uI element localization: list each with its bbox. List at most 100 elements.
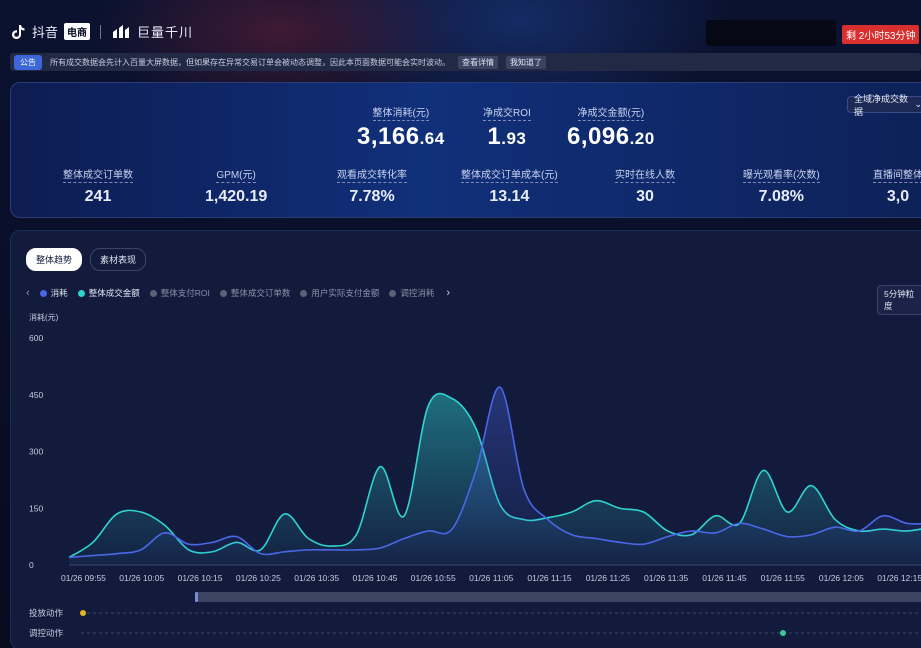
y-tick-label: 300 [29, 447, 43, 457]
chevron-down-icon: ⌄ [914, 99, 921, 110]
announcement-bar: 公告 所有成交数据会先计入百量大屏数据，但如果存在异常交易订单会被动态调整，因此… [10, 53, 921, 71]
granularity-select[interactable]: 5分钟粒度 [877, 285, 921, 315]
kpi-value: 6,096.20 [567, 123, 655, 150]
announcement-tag: 公告 [14, 54, 42, 70]
legend-prev-icon[interactable]: ‹ [26, 287, 30, 299]
x-tick-label: 01/26 11:55 [761, 573, 806, 583]
action-marker-control [780, 630, 786, 636]
y-tick-label: 450 [29, 390, 43, 400]
legend-item-order-count[interactable]: 整体成交订单数 [219, 287, 291, 299]
kpi-label: GPM(元) [216, 166, 256, 183]
series-area-gmv [69, 393, 921, 565]
x-tick-label: 01/26 09:55 [61, 573, 106, 583]
x-tick-label: 01/26 10:05 [119, 573, 164, 583]
brand-ec-badge: 电商 [64, 23, 91, 40]
legend-dot [77, 289, 85, 297]
kpi-net-roi[interactable]: 净成交ROI 1.93 [483, 103, 531, 151]
kpi-label: 实时在线人数 [615, 166, 675, 183]
kpi-gpm[interactable]: GPM(元) 1,420.19 [205, 165, 267, 206]
kpi-online-users[interactable]: 实时在线人数 30 [615, 165, 675, 206]
legend-label: 用户实际支付金额 [311, 288, 380, 298]
legend-item-gmv[interactable]: 整体成交金额 [77, 287, 140, 299]
kpi-panel: 整体消耗(元) 3,166.64 净成交ROI 1.93 净成交金额(元) 6,… [10, 82, 921, 218]
legend-label: 整体支付ROI [160, 288, 210, 298]
x-tick-label: 01/26 10:45 [353, 573, 398, 583]
kpi-exposure-view-rate[interactable]: 曝光观看率(次数) 7.08% [743, 165, 820, 206]
kpi-order-cost[interactable]: 整体成交订单成本(元) 13.14 [461, 165, 558, 206]
kpi-value: 3,0 [886, 188, 910, 205]
x-tick-label: 01/26 11:05 [469, 573, 514, 583]
x-tick-label: 01/26 10:55 [411, 573, 456, 583]
brand-qianchuan-text: 巨量千川 [137, 25, 194, 40]
kpi-value: 1,420.19 [205, 188, 268, 205]
action-row-label: 调控动作 [29, 628, 64, 638]
kpi-value: 7.08% [758, 188, 805, 205]
action-marker-launch [80, 610, 86, 616]
brand-logo[interactable]: 抖音 电商 巨量千川 [10, 22, 193, 41]
y-tick-label: 600 [29, 333, 43, 343]
trend-chart-panel: 整体趋势 素材表现 ‹ 消耗 整体成交金额 整体支付ROI 整体成交订单数 用户… [10, 230, 921, 648]
legend-dot [389, 289, 397, 297]
kpi-label: 曝光观看率(次数) [743, 166, 820, 183]
kpi-label: 净成交ROI [483, 104, 531, 121]
legend-dot [39, 289, 47, 297]
tab-material-performance[interactable]: 素材表现 [90, 248, 147, 271]
data-scope-select-value: 全域净成交数据 [854, 93, 909, 117]
legend-label: 整体成交金额 [88, 288, 140, 298]
kpi-room-overall[interactable]: 直播间整体 3,0 [873, 165, 921, 206]
chart-tabs: 整体趋势 素材表现 [26, 248, 147, 271]
legend-item-cost[interactable]: 消耗 [39, 287, 68, 299]
kpi-value: 3,166.64 [357, 123, 445, 150]
kpi-value: 7.78% [349, 188, 395, 205]
kpi-label: 直播间整体 [873, 166, 921, 183]
action-row-label: 投放动作 [29, 608, 64, 618]
countdown-badge: 剩 2小时53分钟 [842, 25, 920, 44]
y-tick-label: 150 [29, 503, 43, 513]
x-tick-label: 01/26 10:35 [294, 573, 339, 583]
announcement-text: 所有成交数据会先计入百量大屏数据，但如果存在异常交易订单会被动态调整，因此本页面… [50, 57, 450, 67]
range-slider-handle [195, 592, 198, 602]
legend-item-control-cost[interactable]: 调控消耗 [389, 287, 434, 299]
x-tick-label: 01/26 12:05 [819, 573, 864, 583]
kpi-value: 1.93 [487, 123, 527, 150]
series-area-cost [69, 387, 921, 565]
series-line-cost [68, 386, 921, 559]
kpi-order-count[interactable]: 整体成交订单数 241 [63, 165, 133, 206]
legend-label: 消耗 [50, 288, 68, 298]
kpi-label: 观看成交转化率 [337, 166, 407, 183]
kpi-value: 30 [636, 188, 654, 205]
chart-legend: ‹ 消耗 整体成交金额 整体支付ROI 整体成交订单数 用户实际支付金额 调控消… [26, 287, 450, 299]
kpi-label: 整体成交订单数 [63, 166, 133, 183]
kpi-net-gmv[interactable]: 净成交金额(元) 6,096.20 [567, 103, 655, 151]
legend-item-actual-paid[interactable]: 用户实际支付金额 [300, 287, 379, 299]
kpi-conversion-rate[interactable]: 观看成交转化率 7.78% [337, 165, 407, 206]
legend-item-roi[interactable]: 整体支付ROI [149, 287, 210, 299]
kpi-value: 241 [84, 188, 112, 205]
legend-dot [300, 289, 308, 297]
x-tick-label: 01/26 11:45 [702, 573, 747, 583]
announcement-dismiss-button[interactable]: 我知道了 [506, 55, 546, 69]
brand-divider [100, 24, 102, 39]
legend-next-icon[interactable]: › [446, 287, 451, 299]
announcement-detail-button[interactable]: 查看详情 [458, 55, 498, 69]
x-tick-label: 01/26 10:15 [178, 573, 223, 583]
kpi-label: 净成交金额(元) [577, 104, 645, 121]
kpi-total-cost[interactable]: 整体消耗(元) 3,166.64 [357, 103, 445, 151]
trend-chart[interactable]: 600 450 300 150 0 01/26 09:55 01/26 10:05 01/26… [11, 231, 921, 648]
x-tick-label: 01/26 11:35 [644, 573, 689, 583]
kpi-label: 整体成交订单成本(元) [461, 166, 558, 183]
x-tick-label: 01/26 11:15 [527, 573, 572, 583]
data-scope-select[interactable]: 全域净成交数据 ⌄ [847, 94, 921, 117]
range-slider-track [197, 592, 921, 602]
tab-overall-trend[interactable]: 整体趋势 [26, 248, 83, 271]
douyin-logo-icon [12, 24, 25, 39]
legend-label: 整体成交订单数 [230, 288, 291, 298]
top-bar: 抖音 电商 巨量千川 剩 2小时53分钟 [0, 0, 921, 48]
account-info-masked[interactable] [706, 20, 836, 46]
legend-dot [149, 289, 157, 297]
kpi-value: 13.14 [489, 188, 530, 205]
brand-douyin-text: 抖音 [32, 25, 59, 40]
legend-dot [219, 289, 227, 297]
legend-label: 调控消耗 [400, 288, 435, 298]
y-tick-label: 0 [29, 560, 34, 570]
